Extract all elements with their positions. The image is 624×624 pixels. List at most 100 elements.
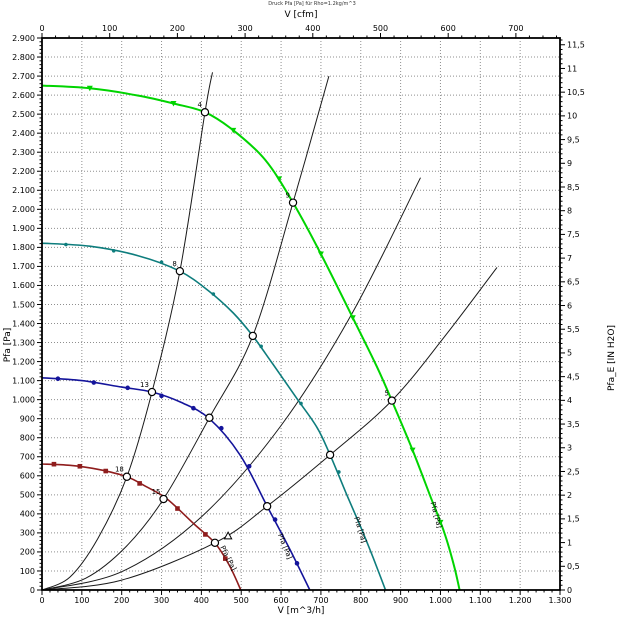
fan-curve-teal-marker xyxy=(211,292,216,296)
right-tick-label: 9 xyxy=(567,159,572,168)
right-tick-label: 7,5 xyxy=(567,230,580,239)
fan-curve-teal-marker xyxy=(64,242,68,247)
y-tick-label: 1.500 xyxy=(12,300,35,309)
right-tick-label: 3 xyxy=(567,444,572,453)
operating-point-label: 15 xyxy=(152,488,161,496)
operating-point xyxy=(262,502,272,511)
operating-point xyxy=(122,472,132,481)
fan-curve-blue xyxy=(42,377,311,590)
right-tick-label: 6 xyxy=(567,301,572,310)
y-tick-label: 2.700 xyxy=(12,72,35,81)
y-tick-label: 2.400 xyxy=(12,129,35,138)
y-tick-label: 700 xyxy=(20,453,35,462)
fan-curve-blue-marker xyxy=(294,561,300,566)
fan-curve-red-marker xyxy=(51,461,57,467)
fan-curve-blue-marker xyxy=(272,517,278,522)
operating-point xyxy=(210,538,220,547)
system-curve-2 xyxy=(42,75,330,590)
fan-curve-red-marker xyxy=(103,468,109,474)
y-tick-label: 2.200 xyxy=(12,167,35,176)
bottom-axis-title: V [m^3/h] xyxy=(278,606,325,616)
y-tick-label: 1.100 xyxy=(12,376,35,385)
x-tick-label: 0 xyxy=(39,596,44,605)
system-curve-1 xyxy=(42,72,213,590)
operating-point xyxy=(248,331,257,341)
x-tick-label: 1.300 xyxy=(549,596,572,605)
right-tick-label: 5 xyxy=(567,349,572,358)
fan-curve-teal-marker xyxy=(111,249,116,253)
fan-curve-teal-marker xyxy=(299,401,303,406)
operating-point-label: 13 xyxy=(140,381,149,389)
operating-point-label: 8 xyxy=(172,260,176,268)
y-tick-label: 2.900 xyxy=(12,34,35,43)
fan-curve-green-marker xyxy=(170,100,177,107)
right-tick-label: 5,5 xyxy=(567,325,580,334)
fan-curve-blue-text-label: Pfa [Pa] xyxy=(276,533,294,561)
fan-curve-teal-marker xyxy=(259,344,263,349)
fan-curve-green-marker xyxy=(349,315,356,321)
top-tick-label: 700 xyxy=(508,24,523,33)
fan-curve-green-text-label: Pfa [Pa] xyxy=(429,501,444,529)
x-tick-label: 100 xyxy=(74,596,89,605)
fan-curve-green-marker xyxy=(230,127,237,134)
fan-curve-teal-marker xyxy=(159,260,164,265)
fan-curves xyxy=(42,84,461,590)
operating-point xyxy=(288,198,298,207)
right-tick-label: 7 xyxy=(567,254,572,263)
plot-border xyxy=(41,37,561,591)
operating-point-label: 18 xyxy=(115,466,124,474)
fan-curve-red-marker xyxy=(175,506,180,511)
y-tick-label: 400 xyxy=(20,510,35,519)
x-tick-label: 400 xyxy=(194,596,209,605)
operating-point xyxy=(159,494,168,504)
y-tick-label: 200 xyxy=(20,548,35,557)
y-tick-label: 300 xyxy=(20,529,35,538)
y-tick-label: 1.900 xyxy=(12,224,35,233)
right-tick-label: 1,5 xyxy=(567,515,580,524)
fan-curve-red-marker xyxy=(137,481,142,486)
right-tick-label: 8,5 xyxy=(567,183,580,192)
operating-point-label: 4 xyxy=(198,101,203,109)
fan-curve-green-marker xyxy=(86,85,93,92)
fan-curve-red-marker xyxy=(222,556,228,561)
x-tick-label: 700 xyxy=(313,596,328,605)
x-tick-label: 800 xyxy=(353,596,368,605)
top-tick-label: 0 xyxy=(39,24,44,33)
fan-curve-green-marker xyxy=(409,447,416,454)
y-tick-label: 1.700 xyxy=(12,262,35,271)
fan-curve-red xyxy=(42,463,242,590)
chart-title: Druck Pfa [Pa] für Rho=1.2kg/m^3 xyxy=(268,1,356,7)
system-curve-4 xyxy=(42,267,498,590)
triangle-marker xyxy=(223,531,233,540)
y-tick-label: 2.300 xyxy=(12,148,35,157)
fan-curve-green-marker xyxy=(437,519,444,526)
y-tick-label: 1.200 xyxy=(12,357,35,366)
right-tick-label: 3,5 xyxy=(567,420,580,429)
axes: 0 100 200 300 400 500 600 700 800 900 1.000 1.100 1.… xyxy=(12,24,585,605)
y-tick-label: 100 xyxy=(20,567,35,576)
right-tick-label: 10,5 xyxy=(567,88,585,97)
top-tick-label: 400 xyxy=(305,24,320,33)
y-tick-label: 1.000 xyxy=(12,395,35,404)
right-tick-label: 2,5 xyxy=(567,467,580,476)
top-tick-label: 600 xyxy=(441,24,456,33)
fan-curve-blue-marker xyxy=(55,376,61,382)
y-tick-label: 900 xyxy=(20,414,35,423)
y-tick-label: 500 xyxy=(20,491,35,500)
x-tick-label: 900 xyxy=(393,596,408,605)
curve-labels: Pfa [Pa] Pfa [Pa] Pfa [Pa] Pfa [Pa] xyxy=(218,501,443,572)
fan-curve-blue-marker xyxy=(91,380,97,385)
top-tick-label: 200 xyxy=(170,24,185,33)
x-tick-label: 1.200 xyxy=(509,596,532,605)
operating-point-label: 9 xyxy=(286,192,290,200)
right-axis-title: Pfa_E [IN H2O] xyxy=(607,325,617,391)
fan-curve-teal-text-label: Pfa [Pa] xyxy=(352,516,368,544)
x-tick-label: 1.000 xyxy=(429,596,452,605)
fan-curve-red-marker xyxy=(203,532,208,537)
operating-point xyxy=(325,450,335,460)
y-tick-label: 600 xyxy=(20,472,35,481)
right-tick-label: 6,5 xyxy=(567,278,580,287)
x-tick-label: 200 xyxy=(114,596,129,605)
